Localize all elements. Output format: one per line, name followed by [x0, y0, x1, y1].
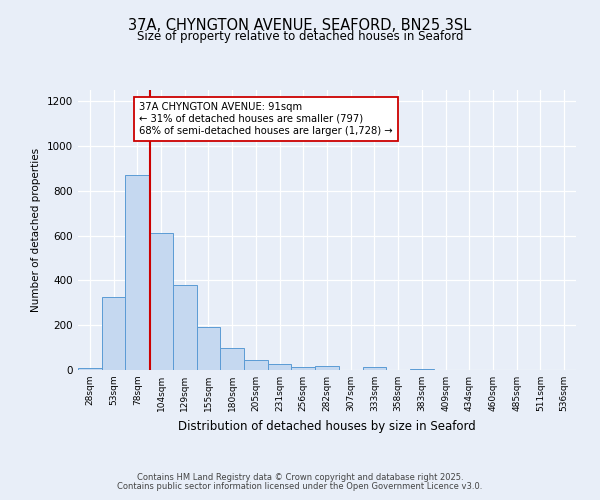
Bar — [410, 369, 434, 370]
Bar — [197, 328, 220, 370]
Bar — [102, 297, 125, 370]
Text: Size of property relative to detached houses in Seaford: Size of property relative to detached ho… — [137, 30, 463, 43]
Text: 37A CHYNGTON AVENUE: 91sqm
← 31% of detached houses are smaller (797)
68% of sem: 37A CHYNGTON AVENUE: 91sqm ← 31% of deta… — [139, 102, 393, 136]
Bar — [362, 366, 386, 370]
Bar — [173, 285, 197, 370]
Bar — [244, 360, 268, 370]
Bar — [315, 366, 339, 370]
Bar — [149, 234, 173, 370]
Bar — [220, 348, 244, 370]
X-axis label: Distribution of detached houses by size in Seaford: Distribution of detached houses by size … — [178, 420, 476, 432]
Text: Contains HM Land Registry data © Crown copyright and database right 2025.: Contains HM Land Registry data © Crown c… — [137, 472, 463, 482]
Bar — [78, 368, 102, 370]
Bar — [268, 364, 292, 370]
Text: 37A, CHYNGTON AVENUE, SEAFORD, BN25 3SL: 37A, CHYNGTON AVENUE, SEAFORD, BN25 3SL — [128, 18, 472, 32]
Y-axis label: Number of detached properties: Number of detached properties — [31, 148, 41, 312]
Bar — [292, 366, 315, 370]
Bar — [125, 175, 149, 370]
Text: Contains public sector information licensed under the Open Government Licence v3: Contains public sector information licen… — [118, 482, 482, 491]
